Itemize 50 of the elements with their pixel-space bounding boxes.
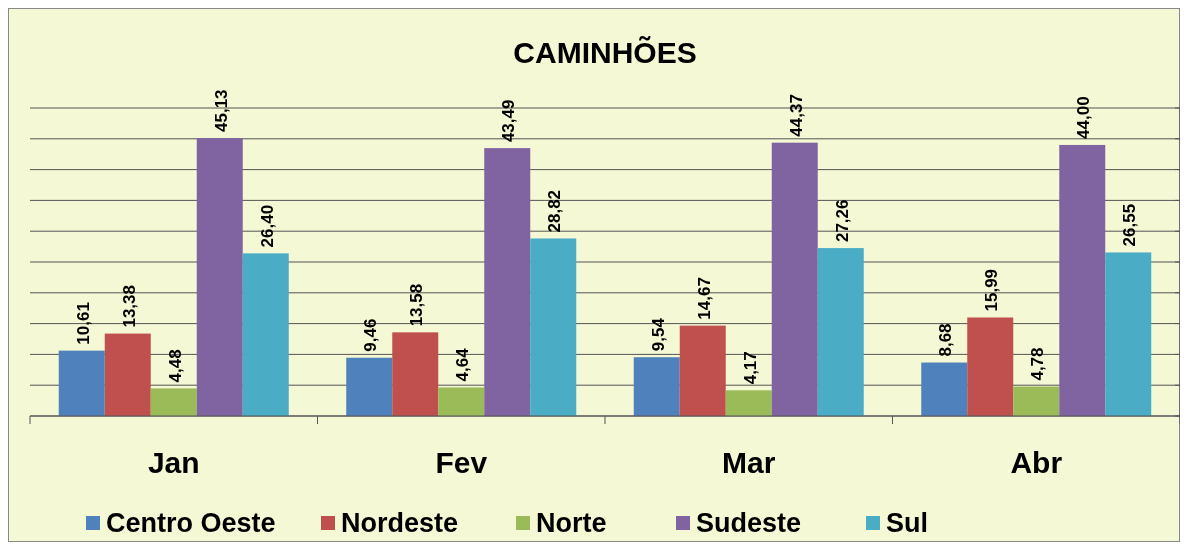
x-tick-label: Mar <box>722 446 776 479</box>
data-label: 9,54 <box>648 317 668 352</box>
bar <box>150 388 197 416</box>
data-label: 4,17 <box>740 351 760 385</box>
bar <box>679 325 726 416</box>
data-label: 13,58 <box>407 283 427 327</box>
bar <box>242 253 289 416</box>
data-label: 26,40 <box>257 204 277 248</box>
data-label: 27,26 <box>832 199 852 243</box>
legend-label: Centro Oeste <box>106 508 276 538</box>
bar <box>1059 144 1106 416</box>
x-tick-label: Fev <box>435 446 488 479</box>
bar <box>196 138 243 416</box>
data-label: 9,46 <box>361 318 381 352</box>
data-label: 44,00 <box>1074 96 1094 139</box>
bar <box>58 350 105 416</box>
data-label: 15,99 <box>982 268 1002 312</box>
data-label: 14,67 <box>694 277 714 320</box>
bar <box>484 148 531 416</box>
data-label: 13,38 <box>119 285 139 328</box>
bar <box>530 238 577 416</box>
legend-label: Nordeste <box>341 508 459 538</box>
bar <box>771 142 818 416</box>
data-label: 4,64 <box>453 347 473 382</box>
legend-label: Sul <box>886 508 929 538</box>
data-label: 4,78 <box>1028 347 1048 381</box>
data-label: 10,61 <box>73 302 93 345</box>
legend-label: Sudeste <box>696 508 802 538</box>
data-label: 8,68 <box>936 323 956 357</box>
bar <box>921 362 968 416</box>
data-label: 26,55 <box>1120 203 1140 247</box>
data-label: 45,13 <box>211 89 231 132</box>
data-label: 44,37 <box>786 94 806 137</box>
data-label: 4,48 <box>165 349 185 383</box>
bar <box>346 357 393 416</box>
data-label: 28,82 <box>545 189 565 233</box>
bar <box>967 317 1014 416</box>
bar <box>633 357 680 416</box>
bar <box>392 332 439 416</box>
bar <box>1013 386 1060 416</box>
chart-title: CAMINHÕES <box>513 36 697 69</box>
bar <box>438 387 485 416</box>
x-tick-label: Abr <box>1010 446 1063 479</box>
data-label: 43,49 <box>499 99 519 143</box>
bar <box>817 248 864 416</box>
legend-label: Norte <box>536 508 607 538</box>
bar <box>725 390 772 416</box>
x-tick-label: Jan <box>147 446 200 479</box>
bar <box>104 333 151 416</box>
bar <box>1105 252 1152 416</box>
